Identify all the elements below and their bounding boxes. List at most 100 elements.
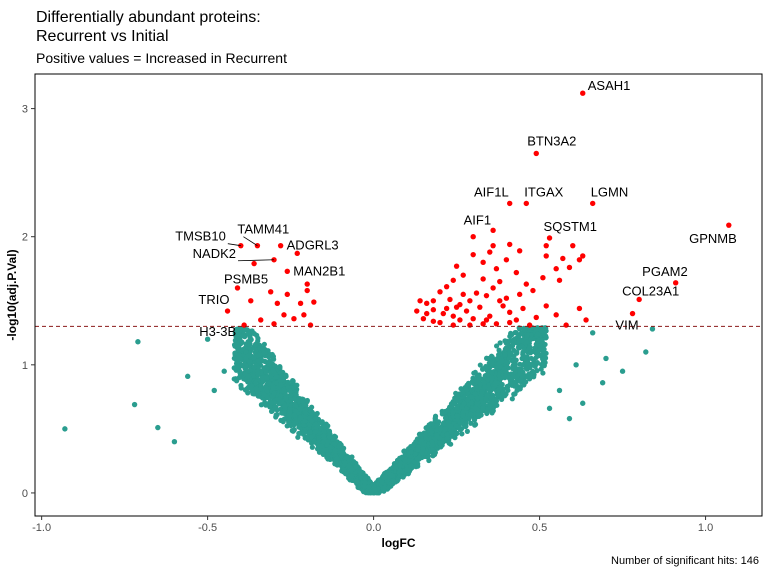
significant-point — [576, 305, 583, 312]
significant-point — [440, 310, 447, 317]
background-point — [511, 337, 517, 343]
background-point — [491, 396, 498, 403]
significant-point — [258, 317, 264, 323]
background-point — [237, 370, 243, 376]
background-point — [286, 413, 293, 419]
significant-point — [560, 255, 566, 262]
background-point — [459, 431, 465, 437]
gene-label-tmsb10: TMSB10 — [175, 229, 226, 244]
background-point — [487, 404, 493, 411]
background-point — [464, 428, 470, 434]
background-point — [474, 401, 480, 407]
background-point — [454, 391, 460, 397]
label-connector — [243, 236, 258, 247]
significant-point — [516, 291, 523, 298]
background-point — [342, 471, 349, 477]
background-point — [490, 386, 496, 392]
significant-point — [503, 295, 510, 301]
significant-point — [460, 272, 466, 278]
background-point — [484, 392, 490, 398]
background-point — [489, 360, 495, 366]
significant-point — [267, 289, 274, 295]
significant-point — [507, 200, 513, 207]
non-significant-point — [643, 349, 649, 355]
background-point — [327, 431, 333, 437]
significant-point — [241, 322, 247, 328]
background-point — [426, 422, 432, 428]
background-point — [507, 353, 513, 359]
background-point — [278, 399, 285, 405]
background-point — [353, 463, 359, 470]
background-point — [497, 375, 503, 381]
background-point — [438, 426, 444, 432]
background-point — [502, 352, 508, 358]
background-point — [408, 453, 414, 459]
significant-point — [570, 242, 576, 249]
background-point — [514, 349, 520, 355]
background-point — [444, 431, 450, 438]
background-point — [338, 452, 345, 459]
background-point — [492, 380, 499, 386]
background-point — [257, 351, 263, 358]
background-point — [541, 363, 547, 369]
background-point — [534, 360, 540, 367]
background-point — [248, 337, 254, 343]
significant-point — [284, 291, 290, 298]
background-point — [231, 376, 237, 382]
background-point — [332, 441, 338, 447]
background-point — [517, 386, 523, 392]
background-point — [290, 378, 296, 384]
background-point — [265, 361, 272, 367]
significant-point — [271, 321, 277, 327]
background-point — [473, 405, 479, 411]
gene-label-col23a1: COL23A1 — [622, 283, 679, 298]
background-point — [454, 405, 460, 411]
background-point — [263, 384, 269, 391]
background-point — [421, 441, 427, 447]
background-point — [452, 435, 458, 441]
background-point — [252, 342, 259, 348]
background-point — [235, 333, 241, 339]
background-point — [302, 418, 308, 424]
significant-point — [523, 200, 530, 207]
significant-point — [420, 316, 427, 322]
significant-point — [480, 259, 486, 266]
background-point — [281, 403, 288, 410]
background-point — [264, 394, 271, 401]
background-point — [330, 436, 336, 442]
background-point — [268, 400, 274, 406]
background-point — [429, 443, 435, 449]
background-point — [454, 431, 460, 437]
background-point — [418, 431, 424, 437]
background-point — [288, 397, 294, 403]
background-point — [539, 328, 545, 334]
significant-point — [470, 251, 476, 258]
significant-point — [493, 266, 500, 272]
background-point — [397, 462, 403, 468]
significant-point — [589, 200, 596, 207]
background-point — [283, 372, 289, 378]
non-significant-cloud — [231, 325, 549, 496]
background-point — [460, 412, 466, 419]
background-point — [510, 382, 516, 388]
significant-point — [304, 281, 310, 287]
significant-point — [543, 253, 549, 259]
significant-point — [636, 296, 642, 303]
background-point — [257, 345, 263, 351]
gene-label-gpnmb: GPNMB — [689, 231, 737, 246]
significant-point — [477, 304, 483, 310]
background-point — [412, 451, 418, 457]
background-point — [489, 400, 496, 407]
background-point — [438, 444, 444, 450]
significant-point — [443, 305, 450, 312]
background-point — [445, 419, 451, 425]
background-point — [248, 347, 254, 353]
background-point — [475, 411, 481, 418]
significant-point — [556, 277, 563, 283]
background-point — [496, 351, 503, 357]
significant-point — [467, 322, 473, 328]
significant-point — [437, 319, 443, 326]
background-point — [325, 452, 331, 458]
chart-title: Differentially abundant proteins: Recurr… — [36, 8, 261, 46]
background-point — [250, 391, 256, 397]
